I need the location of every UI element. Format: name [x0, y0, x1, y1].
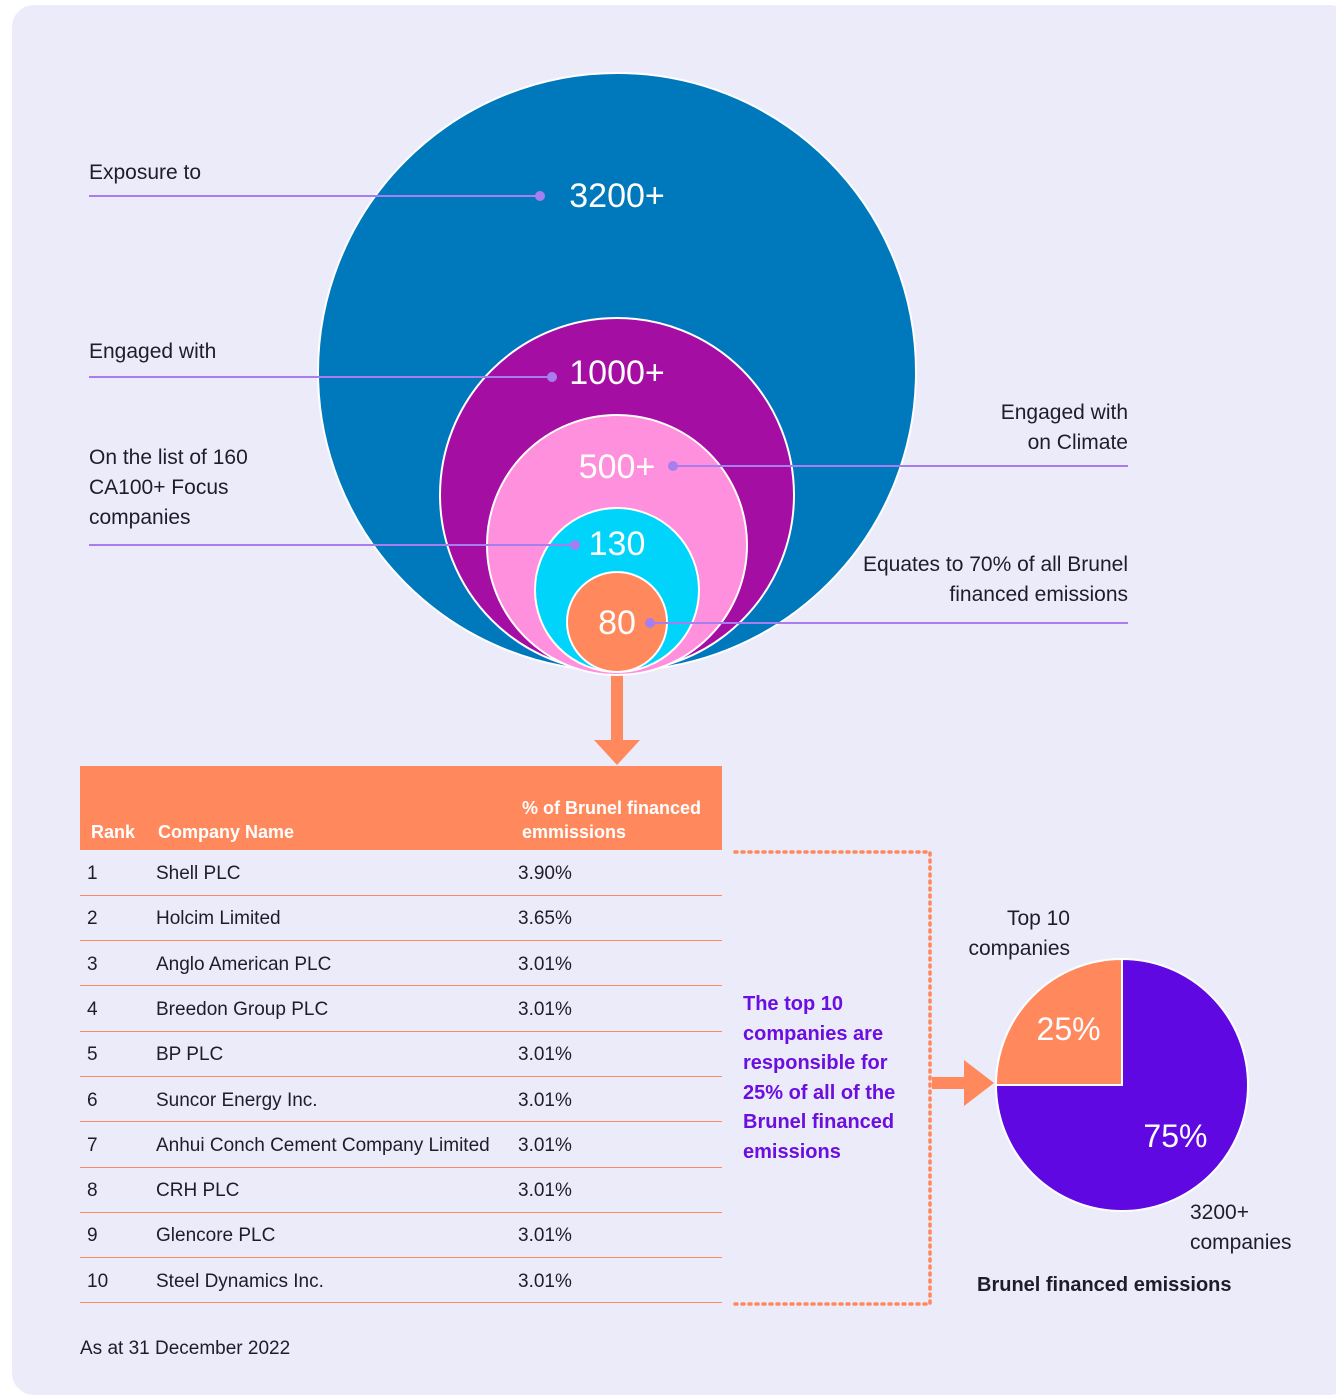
table-cell: 3.01% [518, 1134, 572, 1156]
circle-label: Equates to 70% of all Brunel financed em… [862, 553, 1128, 606]
circle-label: Engaged with on Climate [1000, 401, 1128, 454]
table-cell: 3.01% [518, 1225, 572, 1247]
table-cell: 6 [87, 1089, 98, 1111]
callout: The top 10 companies are responsible for… [743, 993, 896, 1163]
bracket [733, 850, 932, 1306]
table-cell: 3.01% [518, 1270, 572, 1292]
table-cell: 5 [87, 1044, 98, 1066]
pie-title: Brunel financed emissions [977, 1274, 1232, 1296]
circle-value: 3200+ [569, 177, 665, 215]
circle-value: 500+ [579, 448, 656, 486]
header-cell: % of Brunel financed emmissions [522, 798, 702, 842]
leader-dot [570, 540, 580, 550]
header-cell: Rank [91, 822, 136, 842]
table-row [80, 1168, 722, 1213]
table-cell: Shell PLC [156, 863, 241, 884]
pie-slice [994, 957, 1249, 1212]
leader-dot [668, 461, 678, 471]
circle-value: 130 [589, 525, 646, 563]
table-cell: 3.01% [518, 1180, 572, 1202]
pie-value-label: 75% [1143, 1118, 1207, 1154]
table-row [80, 851, 722, 896]
arrow-head [594, 740, 640, 765]
table-cell: Glencore PLC [156, 1225, 276, 1247]
circle-value: 80 [598, 604, 636, 642]
table-cell: 8 [87, 1180, 98, 1202]
table-cell: Steel Dynamics Inc. [156, 1270, 324, 1292]
pie-slice [994, 957, 1123, 1086]
table-row [80, 1259, 722, 1304]
table-row [80, 942, 722, 987]
table-row [80, 1078, 722, 1123]
arrow [611, 670, 623, 742]
pie-category: 3200+ companies [1190, 1201, 1292, 1254]
circle-label: On the list of 160 CA100+ Focus companie… [89, 446, 248, 529]
table-cell: Suncor Energy Inc. [156, 1089, 318, 1111]
leader-dot [645, 618, 655, 628]
table-cell: 1 [87, 863, 98, 884]
table-row [80, 896, 722, 942]
table-cell: BP PLC [156, 1044, 224, 1066]
table-row [80, 987, 722, 1032]
circle-label: Exposure to [89, 161, 202, 184]
table-cell: 3.01% [518, 998, 572, 1020]
leader-dot [547, 372, 557, 382]
table-row [80, 1032, 722, 1077]
table-cell: 9 [87, 1225, 98, 1247]
circle-value: 1000+ [569, 354, 665, 392]
table-header [80, 766, 722, 850]
header-cell: Company Name [158, 822, 295, 842]
table-row [80, 1123, 722, 1168]
circle-label: Engaged with [89, 340, 217, 363]
leader-dot [535, 191, 545, 201]
table-cell: 3.01% [518, 953, 572, 975]
table-cell: Breedon Group PLC [156, 998, 329, 1020]
table-cell: Holcim Limited [156, 908, 281, 930]
table-cell: Anglo American PLC [156, 953, 332, 975]
table-row [80, 1213, 722, 1259]
table-cell: 4 [87, 998, 98, 1020]
footnote: As at 31 December 2022 [80, 1338, 291, 1359]
table-cell: 10 [87, 1270, 109, 1292]
table-cell: 3 [87, 953, 98, 975]
table-cell: Anhui Conch Cement Company Limited [156, 1134, 490, 1156]
table-cell: CRH PLC [156, 1180, 240, 1202]
table-cell: 7 [87, 1134, 98, 1156]
table-cell: 3.01% [518, 1044, 572, 1066]
arrow-head [964, 1060, 994, 1106]
pie-category: Top 10 companies [968, 907, 1070, 960]
table-cell: 3.90% [518, 863, 572, 884]
table-cell: 3.65% [518, 908, 572, 930]
table-cell: 3.01% [518, 1089, 572, 1111]
arrow [932, 1077, 966, 1089]
table-cell: 2 [87, 908, 98, 930]
pie-value-label: 25% [1037, 1011, 1101, 1047]
